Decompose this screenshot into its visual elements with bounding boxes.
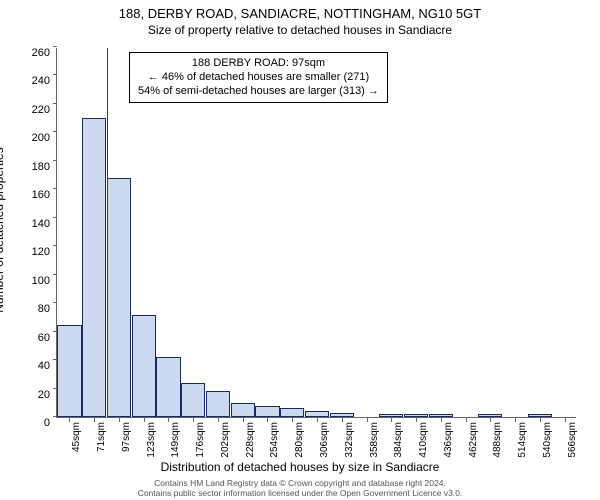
page-subtitle: Size of property relative to detached ho…	[0, 23, 600, 39]
y-tick-label: 40	[20, 360, 50, 372]
histogram-bar	[82, 118, 106, 417]
y-tick-label: 220	[20, 104, 50, 116]
x-tick-label: 280sqm	[294, 422, 305, 458]
x-tick-label: 436sqm	[443, 422, 454, 458]
y-tick-mark	[53, 188, 57, 189]
y-tick-label: 0	[20, 417, 50, 429]
y-tick-label: 120	[20, 246, 50, 258]
histogram-bar	[206, 391, 230, 417]
x-tick-label: 306sqm	[319, 422, 330, 458]
x-axis-label: Distribution of detached houses by size …	[0, 460, 600, 474]
y-tick-label: 140	[20, 218, 50, 230]
histogram-chart: 02040608010012014016018020022024026045sq…	[56, 48, 576, 418]
x-tick-label: 71sqm	[96, 422, 107, 452]
y-tick-mark	[53, 217, 57, 218]
annotation-box: 188 DERBY ROAD: 97sqm← 46% of detached h…	[129, 52, 388, 103]
y-tick-mark	[53, 74, 57, 75]
x-tick-mark	[367, 418, 368, 422]
x-tick-label: 45sqm	[71, 422, 82, 452]
x-tick-label: 566sqm	[567, 422, 578, 458]
annotation-line: 54% of semi-detached houses are larger (…	[138, 85, 379, 99]
y-tick-mark	[53, 103, 57, 104]
y-tick-mark	[53, 131, 57, 132]
plot-area: 02040608010012014016018020022024026045sq…	[56, 48, 576, 418]
x-tick-label: 202sqm	[220, 422, 231, 458]
x-tick-label: 228sqm	[245, 422, 256, 458]
x-tick-label: 358sqm	[369, 422, 380, 458]
x-tick-mark	[119, 418, 120, 422]
annotation-line: 188 DERBY ROAD: 97sqm	[138, 57, 379, 71]
x-tick-mark	[218, 418, 219, 422]
x-tick-mark	[416, 418, 417, 422]
footer-line2: Contains public sector information licen…	[0, 489, 600, 498]
histogram-bar	[330, 413, 354, 417]
histogram-bar	[429, 414, 453, 417]
x-tick-mark	[565, 418, 566, 422]
histogram-bar	[478, 414, 502, 417]
y-tick-mark	[53, 302, 57, 303]
y-axis-label: Number of detached properties	[0, 147, 6, 312]
histogram-bar	[305, 411, 329, 417]
x-tick-mark	[144, 418, 145, 422]
y-tick-label: 80	[20, 303, 50, 315]
x-tick-label: 176sqm	[195, 422, 206, 458]
y-tick-label: 60	[20, 332, 50, 344]
x-tick-mark	[317, 418, 318, 422]
x-tick-mark	[441, 418, 442, 422]
x-tick-mark	[94, 418, 95, 422]
x-tick-mark	[243, 418, 244, 422]
x-tick-label: 488sqm	[492, 422, 503, 458]
y-tick-label: 180	[20, 161, 50, 173]
x-tick-label: 410sqm	[418, 422, 429, 458]
histogram-bar	[231, 403, 255, 417]
x-tick-mark	[540, 418, 541, 422]
x-tick-mark	[342, 418, 343, 422]
histogram-bar	[156, 357, 180, 417]
histogram-bar	[255, 406, 279, 417]
x-tick-mark	[515, 418, 516, 422]
x-tick-label: 149sqm	[170, 422, 181, 458]
x-tick-label: 123sqm	[146, 422, 157, 458]
x-tick-label: 332sqm	[344, 422, 355, 458]
x-tick-label: 540sqm	[542, 422, 553, 458]
y-tick-mark	[53, 46, 57, 47]
y-tick-label: 20	[20, 389, 50, 401]
histogram-bar	[57, 325, 81, 418]
histogram-bar	[280, 408, 304, 417]
y-tick-label: 160	[20, 189, 50, 201]
x-tick-label: 384sqm	[393, 422, 404, 458]
y-tick-label: 100	[20, 275, 50, 287]
y-tick-mark	[53, 245, 57, 246]
y-tick-mark	[53, 160, 57, 161]
reference-marker-line	[107, 48, 108, 417]
x-tick-label: 514sqm	[517, 422, 528, 458]
x-tick-label: 462sqm	[468, 422, 479, 458]
histogram-bar	[132, 315, 156, 417]
histogram-bar	[107, 178, 131, 417]
annotation-line: ← 46% of detached houses are smaller (27…	[138, 71, 379, 85]
histogram-bar	[181, 383, 205, 417]
x-tick-label: 97sqm	[121, 422, 132, 452]
histogram-bar	[404, 414, 428, 417]
y-tick-label: 240	[20, 75, 50, 87]
y-tick-label: 200	[20, 132, 50, 144]
histogram-bar	[379, 414, 403, 417]
page-title: 188, DERBY ROAD, SANDIACRE, NOTTINGHAM, …	[0, 0, 600, 23]
histogram-bar	[528, 414, 552, 417]
x-tick-mark	[466, 418, 467, 422]
y-tick-label: 260	[20, 47, 50, 59]
y-tick-mark	[53, 274, 57, 275]
x-tick-label: 254sqm	[269, 422, 280, 458]
footer: Contains HM Land Registry data © Crown c…	[0, 479, 600, 498]
